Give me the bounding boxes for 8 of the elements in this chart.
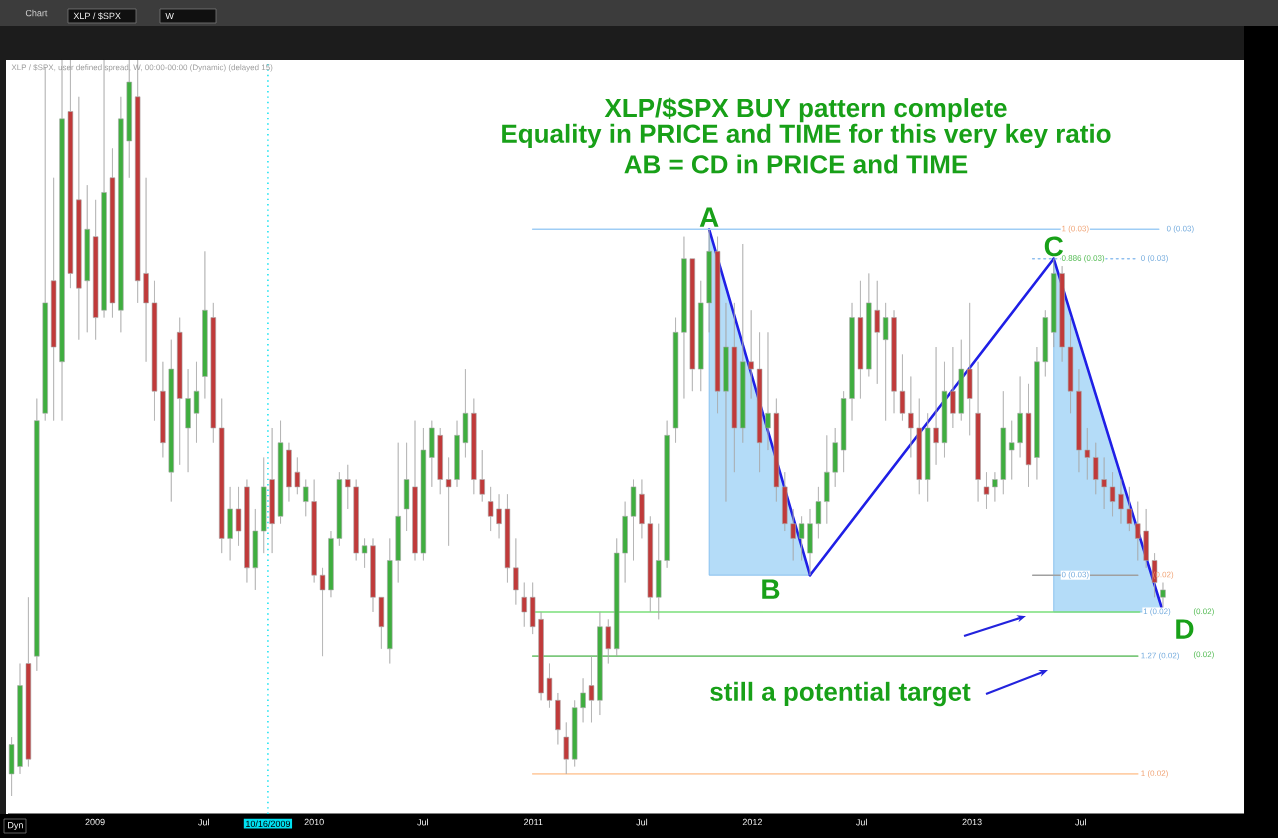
annotation: AB = CD in PRICE and TIME (624, 154, 968, 174)
text: XLP/$SPX BUY pattern complete (604, 97, 1007, 123)
annotation: B (762, 579, 780, 599)
text: Equality in PRICE and TIME for this very key ratio (502, 123, 1111, 149)
annotation: C (1044, 236, 1064, 257)
annotation: still a potential target (710, 681, 971, 707)
annotation: A (699, 207, 719, 227)
annotation: D (1176, 619, 1194, 639)
